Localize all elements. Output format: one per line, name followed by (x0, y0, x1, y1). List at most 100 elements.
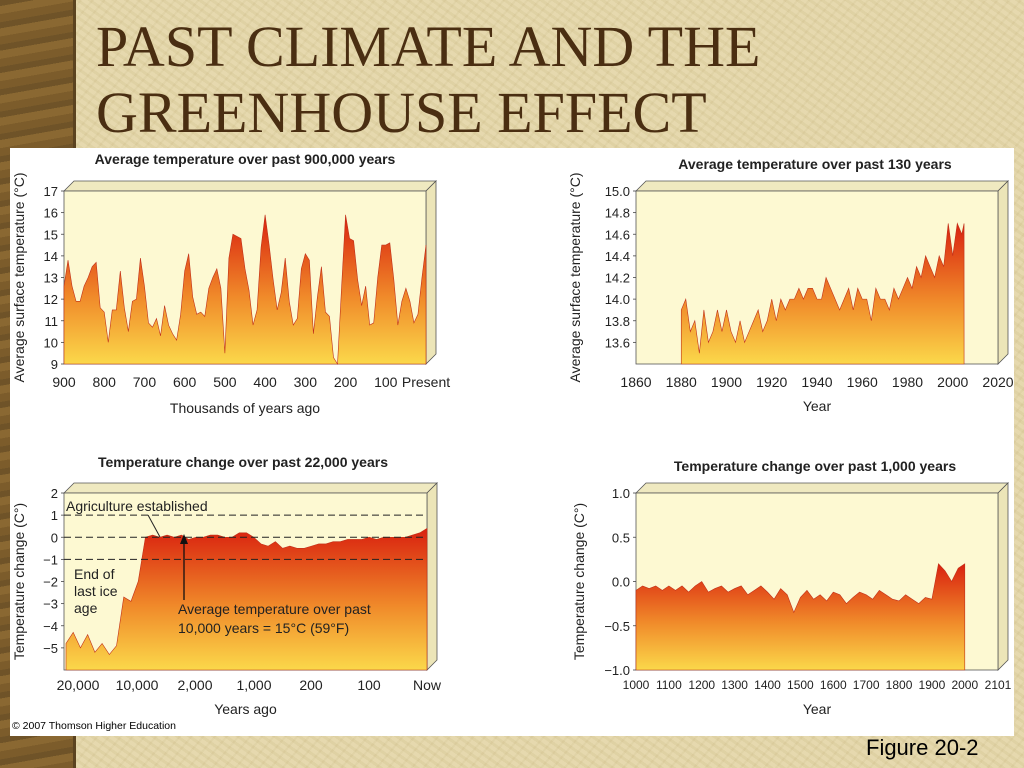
slide-title: PAST CLIMATE AND THE GREENHOUSE EFFECT (96, 14, 996, 146)
x-tick-label: 1500 (787, 678, 814, 692)
y-tick-label: 13.8 (605, 314, 630, 329)
annotation-arrow-head (180, 534, 188, 544)
x-axis-label: Thousands of years ago (170, 400, 320, 416)
x-tick-label: 2000 (937, 374, 968, 390)
chart-130-years: Average temperature over past 130 years A… (567, 156, 1014, 414)
temperature-area (680, 222, 965, 365)
y-tick-label: 0.5 (612, 530, 630, 545)
x-tick-label: 100 (357, 677, 381, 693)
annotation-end-ice-3: age (74, 600, 98, 616)
x-tick-label: 2000 (951, 678, 978, 692)
plot-frame-side (426, 482, 438, 671)
annotation-average-1: Average temperature over past (178, 601, 371, 617)
y-tick-label: 13 (44, 271, 58, 286)
y-tick-label: 15 (44, 227, 58, 242)
x-axis-label: Year (803, 701, 832, 717)
y-tick-label: 10 (44, 335, 58, 350)
x-tick-label: 500 (213, 374, 237, 390)
y-tick-label: −3 (43, 597, 58, 612)
x-tick-label: Present (402, 374, 450, 390)
chart-22000-years: Temperature change over past 22,000 year… (11, 454, 442, 717)
y-tick-label: 2 (51, 486, 58, 501)
y-tick-label: 0 (51, 530, 58, 545)
plot-frame-top (63, 482, 438, 494)
temperature-area (63, 214, 427, 365)
y-axis-label: Average surface temperature (°C) (567, 173, 583, 383)
x-tick-label: 1400 (754, 678, 781, 692)
plot-frame-side (425, 180, 437, 365)
y-tick-label: 14.8 (605, 206, 630, 221)
x-tick-label: 1900 (711, 374, 742, 390)
y-axis-label: Temperature change (C°) (11, 503, 27, 660)
x-tick-label: 1860 (620, 374, 651, 390)
x-tick-label: 2101 (985, 678, 1012, 692)
x-tick-label: 1880 (666, 374, 697, 390)
y-tick-label: −0.5 (604, 619, 630, 634)
chart-title: Temperature change over past 1,000 years (674, 458, 956, 474)
y-tick-label: 14.4 (605, 249, 630, 264)
x-tick-label: 700 (133, 374, 157, 390)
x-tick-label: 900 (52, 374, 76, 390)
x-tick-label: 200 (299, 677, 323, 693)
y-tick-label: 14.6 (605, 227, 630, 242)
y-tick-label: 11 (45, 314, 59, 329)
x-tick-label: 1900 (919, 678, 946, 692)
y-tick-label: 16 (44, 206, 58, 221)
x-tick-label: 1,000 (236, 677, 271, 693)
copyright-text: © 2007 Thomson Higher Education (12, 720, 176, 732)
chart-900k-years: Average temperature over past 900,000 ye… (11, 151, 450, 416)
x-axis-label: Years ago (214, 701, 277, 717)
x-tick-label: 1980 (892, 374, 923, 390)
y-tick-label: −1.0 (604, 663, 630, 678)
y-tick-label: 15.0 (605, 184, 630, 199)
y-tick-label: 13.6 (605, 335, 630, 350)
x-tick-label: 600 (173, 374, 197, 390)
x-tick-label: 1100 (656, 678, 682, 692)
x-tick-label: 1600 (820, 678, 847, 692)
plot-frame-side (997, 180, 1009, 365)
temperature-change-area (65, 527, 428, 671)
x-tick-label: 200 (334, 374, 358, 390)
x-tick-label: 20,000 (57, 677, 100, 693)
chart-1000-years: Temperature change over past 1,000 years… (571, 458, 1012, 717)
x-tick-label: 1960 (847, 374, 878, 390)
y-tick-label: 12 (44, 292, 58, 307)
slide-title-line-1: PAST CLIMATE AND THE (96, 14, 761, 79)
x-tick-label: 2,000 (177, 677, 212, 693)
y-tick-label: −4 (43, 619, 58, 634)
y-tick-label: 1.0 (612, 486, 630, 501)
x-tick-label: 800 (93, 374, 117, 390)
chart-title: Average temperature over past 130 years (678, 156, 952, 172)
x-tick-label: 2020 (982, 374, 1013, 390)
y-tick-label: −5 (43, 641, 58, 656)
annotation-end-ice-1: End of (74, 566, 115, 582)
x-tick-label: 10,000 (116, 677, 159, 693)
y-axis-label: Temperature change (C°) (571, 503, 587, 660)
x-axis-label: Year (803, 398, 832, 414)
temperature-change-area (635, 563, 966, 671)
x-tick-label: 1200 (688, 678, 715, 692)
chart-title: Average temperature over past 900,000 ye… (95, 151, 396, 167)
y-axis-label: Average surface temperature (°C) (11, 173, 27, 383)
figure-label: Figure 20-2 (866, 735, 979, 760)
plot-frame-top (63, 180, 437, 192)
x-tick-label: 1920 (756, 374, 787, 390)
y-tick-label: 14 (44, 249, 58, 264)
y-tick-label: 0.0 (612, 575, 630, 590)
annotation-agriculture: Agriculture established (66, 498, 208, 514)
x-tick-label: 1940 (801, 374, 832, 390)
y-tick-label: 9 (51, 357, 58, 372)
y-tick-label: −1 (43, 552, 58, 567)
annotation-end-ice-2: last ice (74, 583, 118, 599)
plot-frame-top (635, 180, 1009, 192)
x-tick-label: 100 (374, 374, 398, 390)
annotation-agriculture-leader (147, 514, 161, 538)
chart-title: Temperature change over past 22,000 year… (98, 454, 388, 470)
y-tick-label: 1 (51, 508, 58, 523)
x-tick-label: Now (413, 677, 442, 693)
x-tick-label: 1700 (853, 678, 880, 692)
x-tick-label: 1000 (623, 678, 650, 692)
y-tick-label: 17 (44, 184, 58, 199)
annotation-average-2: 10,000 years = 15°C (59°F) (178, 620, 349, 636)
